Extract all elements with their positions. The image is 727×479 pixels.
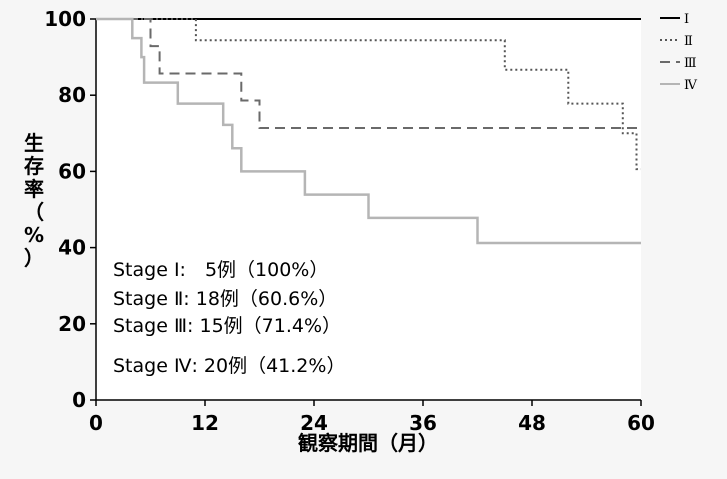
legend-label-4: Ⅳ	[684, 78, 698, 93]
y-tick-label: 40	[58, 236, 86, 260]
legend-label-1: Ⅰ	[684, 12, 689, 27]
stage-annotations: Stage Ⅰ: 5例（100%） Stage Ⅱ: 18例（60.6%） Stag…	[113, 259, 345, 377]
x-tick-label: 12	[191, 411, 219, 435]
x-axis-title: 観察期間（月）	[298, 431, 438, 455]
stage-annotation-2: Stage Ⅱ: 18例（60.6%）	[113, 288, 337, 310]
y-axis-title: 生存率（%）	[24, 131, 44, 270]
stage-annotation-3: Stage Ⅲ: 15例（71.4%）	[113, 315, 341, 337]
stage-annotation-1: Stage Ⅰ: 5例（100%）	[113, 259, 328, 281]
x-tick-label: 24	[300, 411, 328, 435]
y-tick-label: 100	[44, 7, 86, 31]
series-line-4	[96, 17, 641, 245]
x-tick-label: 48	[518, 411, 546, 435]
series-line-2	[96, 18, 641, 171]
y-tick-label: 80	[58, 83, 86, 107]
y-ticks: 0 20 40 60 80 100	[44, 7, 96, 412]
x-tick-label: 0	[89, 411, 103, 435]
y-tick-label: 60	[58, 159, 86, 183]
series-line-3	[96, 18, 641, 129]
x-tick-label: 36	[409, 411, 437, 435]
y-tick-label: 0	[72, 388, 86, 412]
y-tick-label: 20	[58, 312, 86, 336]
legend-label-2: Ⅱ	[684, 34, 693, 49]
legend: Ⅰ Ⅱ Ⅲ Ⅳ	[660, 12, 698, 93]
stage-annotation-4: Stage Ⅳ: 20例（41.2%）	[113, 355, 345, 377]
x-ticks: 0 12 24 36 48 60	[89, 400, 655, 435]
legend-label-3: Ⅲ	[684, 56, 697, 71]
series-lines	[96, 17, 641, 245]
x-tick-label: 60	[627, 411, 655, 435]
